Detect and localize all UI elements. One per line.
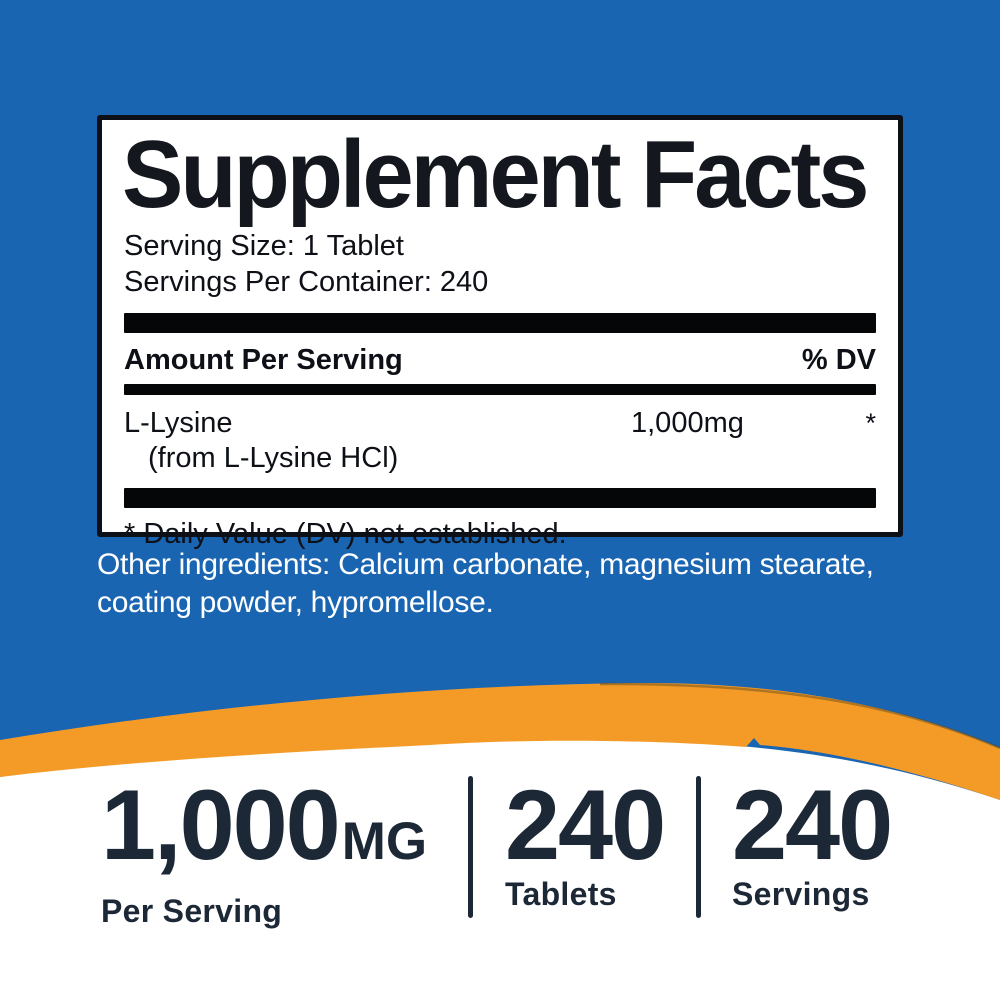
stat-dosage: 1,000MG Per Serving <box>101 775 428 930</box>
stat-serving-count-label: Servings <box>732 876 870 912</box>
nutrient-dv-asterisk: * <box>865 408 876 438</box>
percent-dv-header: % DV <box>801 344 876 376</box>
stat-divider <box>468 776 473 918</box>
stat-dosage-value: 1,000 <box>101 769 341 880</box>
divider-bar-thick-bottom <box>124 488 876 508</box>
servings-per-container-line: Servings Per Container: 240 <box>124 266 489 298</box>
stat-tablet-count-value: 240 <box>505 769 666 880</box>
nutrient-amount: 1,000mg <box>631 407 744 439</box>
serving-size-line: Serving Size: 1 Tablet <box>124 230 404 262</box>
wave-edge-shadow <box>599 682 1000 750</box>
nutrient-name: L-Lysine <box>124 407 233 439</box>
supplement-facts-panel: Supplement Facts Serving Size: 1 Tablet … <box>97 115 903 550</box>
nutrient-row: L-Lysine 1,000mg * <box>124 407 876 440</box>
stat-tablet-count: 240 Tablets <box>505 769 666 913</box>
panel-title: Supplement Facts <box>122 121 869 228</box>
stat-dosage-value-line: 1,000MG <box>101 775 428 885</box>
amount-header-row: Amount Per Serving % DV <box>124 343 876 377</box>
stat-serving-count: 240 Servings <box>732 769 893 913</box>
divider-bar-medium <box>124 384 876 395</box>
stat-tablet-count-label: Tablets <box>505 876 617 912</box>
other-ingredients-text: Other ingredients: Calcium carbonate, ma… <box>97 548 874 619</box>
bottom-white-band <box>0 739 1000 1000</box>
stat-dosage-unit: MG <box>341 812 428 871</box>
stat-serving-count-value: 240 <box>732 769 893 880</box>
orange-brush-wave <box>0 682 1000 1000</box>
stat-dosage-label: Per Serving <box>101 893 283 929</box>
amount-per-serving-header: Amount Per Serving <box>124 344 403 376</box>
product-stats: 1,000MG Per Serving 240 Tablets 240 Serv… <box>0 769 1000 942</box>
dv-footnote: * Daily Value (DV) not established. <box>124 518 567 550</box>
orange-wave-stroke <box>0 682 1000 800</box>
stat-divider <box>696 776 701 918</box>
divider-bar-thick-top <box>124 313 876 333</box>
nutrient-source-detail: (from L-Lysine HCl) <box>148 442 399 474</box>
